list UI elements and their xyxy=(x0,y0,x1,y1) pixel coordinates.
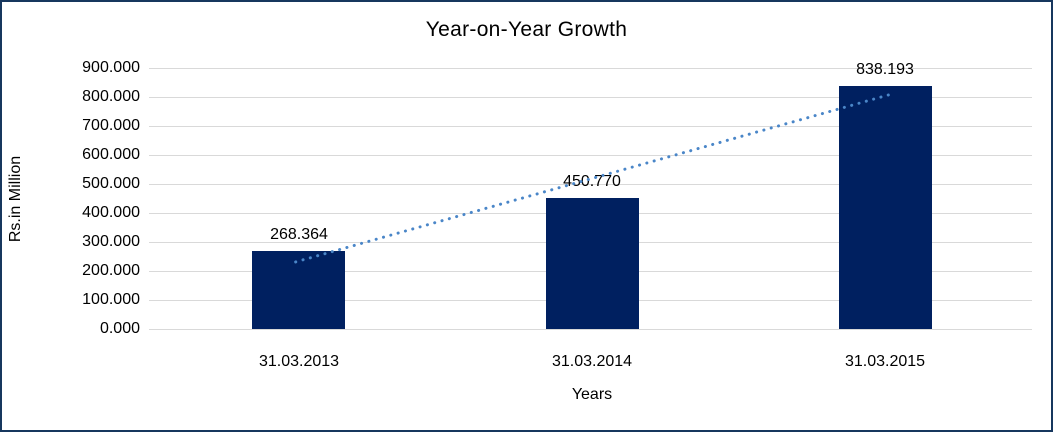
gridline xyxy=(149,329,1032,330)
x-axis-title: Years xyxy=(571,386,613,403)
y-axis-title: Rs.in Million xyxy=(7,155,24,243)
y-axis-tick-label: 300.000 xyxy=(82,233,140,250)
bar xyxy=(839,86,932,329)
x-axis-category-label: 31.03.2014 xyxy=(551,353,633,370)
y-axis-tick-label: 400.000 xyxy=(82,204,140,221)
bar xyxy=(252,251,345,329)
y-axis-tick-label: 100.000 xyxy=(82,291,140,308)
chart-title: Year-on-Year Growth xyxy=(425,18,628,41)
y-axis-tick-label: 0.000 xyxy=(99,320,140,337)
y-axis-tick-label: 700.000 xyxy=(82,117,140,134)
bar-value-label: 450.770 xyxy=(563,173,621,190)
x-axis-category-label: 31.03.2013 xyxy=(258,353,340,370)
y-axis-tick-label: 500.000 xyxy=(82,175,140,192)
gridline xyxy=(149,68,1032,69)
y-axis-tick-label: 200.000 xyxy=(82,262,140,279)
x-axis-category-label: 31.03.2015 xyxy=(844,353,926,370)
bar xyxy=(546,198,639,329)
bar-value-label: 838.193 xyxy=(856,61,914,78)
y-axis-tick-label: 900.000 xyxy=(82,59,140,76)
bar-value-label: 268.364 xyxy=(270,226,328,243)
y-axis-tick-label: 800.000 xyxy=(82,88,140,105)
y-axis-tick-label: 600.000 xyxy=(82,146,140,163)
